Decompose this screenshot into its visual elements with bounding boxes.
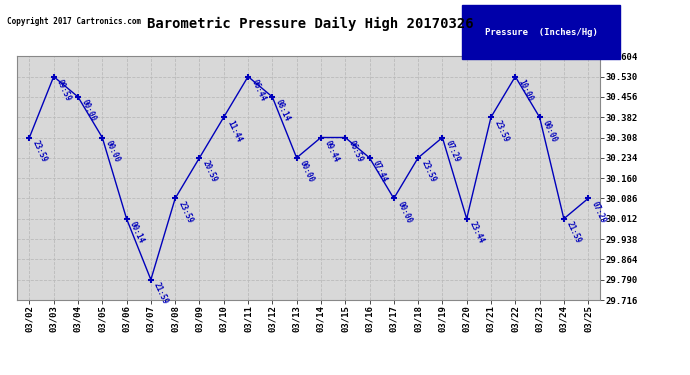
Text: 23:59: 23:59 <box>31 139 49 164</box>
Text: 20:59: 20:59 <box>201 159 219 184</box>
Text: 10:00: 10:00 <box>517 78 535 103</box>
Text: 06:44: 06:44 <box>249 78 267 103</box>
Text: 11:44: 11:44 <box>225 118 243 143</box>
Text: 07:44: 07:44 <box>371 159 389 184</box>
Text: 00:00: 00:00 <box>395 200 413 225</box>
Text: 00:00: 00:00 <box>79 98 97 123</box>
Text: 09:59: 09:59 <box>55 78 73 103</box>
Text: Copyright 2017 Cartronics.com: Copyright 2017 Cartronics.com <box>7 17 141 26</box>
Text: 23:44: 23:44 <box>468 220 486 245</box>
Text: 00:14: 00:14 <box>128 220 146 245</box>
Text: 06:59: 06:59 <box>346 139 364 164</box>
Text: 07:29: 07:29 <box>589 200 607 225</box>
Text: 00:00: 00:00 <box>541 118 559 143</box>
Text: 00:00: 00:00 <box>298 159 316 184</box>
Text: Pressure  (Inches/Hg): Pressure (Inches/Hg) <box>484 28 598 37</box>
Text: 07:29: 07:29 <box>444 139 462 164</box>
Text: 08:14: 08:14 <box>274 98 292 123</box>
Text: Barometric Pressure Daily High 20170326: Barometric Pressure Daily High 20170326 <box>147 17 474 31</box>
Text: 21:59: 21:59 <box>565 220 583 245</box>
Text: 09:44: 09:44 <box>322 139 340 164</box>
Text: 21:59: 21:59 <box>152 281 170 306</box>
Text: 23:59: 23:59 <box>493 118 511 143</box>
Text: 23:59: 23:59 <box>177 200 195 225</box>
Text: 23:59: 23:59 <box>420 159 437 184</box>
Text: 00:00: 00:00 <box>104 139 121 164</box>
